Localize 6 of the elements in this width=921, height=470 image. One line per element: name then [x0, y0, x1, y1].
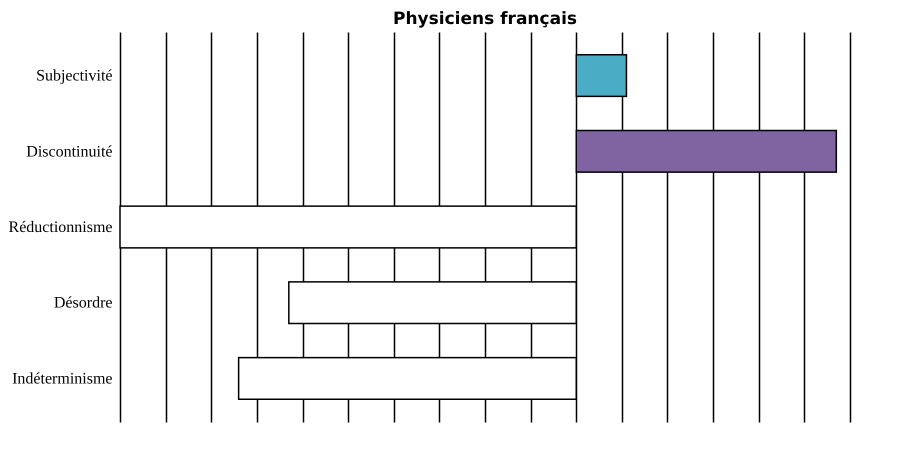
y-tick-label: Réductionnisme — [8, 219, 112, 236]
y-tick-label: Désordre — [54, 294, 112, 312]
y-tick-label: Discontinuité — [26, 143, 112, 160]
chart-title: Physiciens français — [392, 9, 578, 29]
y-tick-label: Indéterminisme — [12, 370, 112, 388]
y-tick-label: Subjectivité — [36, 68, 112, 85]
